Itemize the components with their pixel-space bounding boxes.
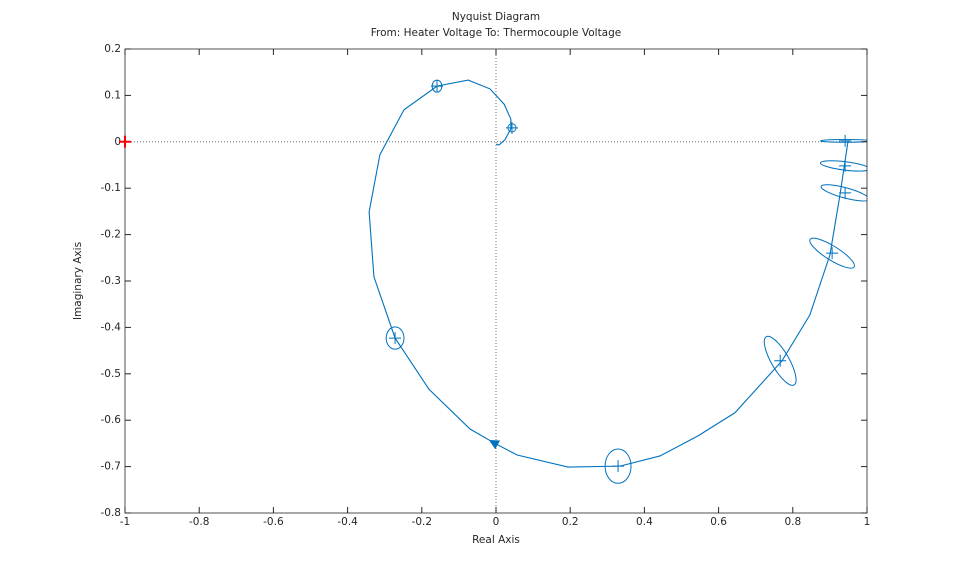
x-tick-label: -0.6 <box>263 516 284 528</box>
y-tick-label: -0.4 <box>101 321 122 333</box>
nyquist-curve <box>368 79 849 468</box>
y-tick-label: -0.2 <box>101 229 122 241</box>
critical-point <box>119 135 131 148</box>
axes-box <box>124 48 868 514</box>
confidence-region <box>763 335 797 386</box>
x-tick-label: -0.8 <box>189 516 210 528</box>
confidence-region <box>385 326 405 350</box>
region-center <box>431 80 444 93</box>
x-tick-label: 0.2 <box>562 516 579 528</box>
x-tick-label: 1 <box>864 516 871 528</box>
y-tick-label: -0.5 <box>101 368 122 380</box>
chart-subtitle: From: Heater Voltage To: Thermocouple Vo… <box>371 27 622 39</box>
x-tick-label: 0.8 <box>784 516 801 528</box>
y-tick-label: 0.1 <box>104 89 121 101</box>
region-center <box>826 247 839 260</box>
y-tick-label: -0.6 <box>101 414 122 426</box>
confidence-region <box>604 448 632 484</box>
x-tick-label: -0.4 <box>337 516 358 528</box>
y-axis-label: Imaginary Axis <box>72 242 84 320</box>
confidence-region <box>809 237 855 269</box>
confidence-region <box>819 160 867 172</box>
direction-arrow <box>488 440 501 450</box>
x-tick-label: -1 <box>120 516 130 528</box>
x-tick-label: 0.4 <box>636 516 653 528</box>
y-tick-label: 0 <box>114 136 121 148</box>
region-center <box>389 332 402 345</box>
region-center <box>774 354 787 367</box>
region-center <box>612 460 625 473</box>
chart-title: Nyquist Diagram <box>452 11 540 23</box>
region-center <box>505 121 518 134</box>
region-center <box>839 186 852 199</box>
y-tick-label: -0.1 <box>101 182 122 194</box>
confidence-region <box>820 184 867 202</box>
x-tick-label: 0.6 <box>710 516 727 528</box>
y-tick-label: -0.3 <box>101 275 122 287</box>
y-tick-label: -0.7 <box>101 461 122 473</box>
region-center <box>839 134 852 147</box>
plot-area <box>125 49 867 513</box>
x-tick-label: 0 <box>493 516 500 528</box>
region-center <box>839 159 852 172</box>
x-tick-label: -0.2 <box>412 516 433 528</box>
y-tick-label: -0.8 <box>101 507 122 519</box>
y-tick-label: 0.2 <box>104 43 121 55</box>
x-axis-label: Real Axis <box>472 534 520 546</box>
